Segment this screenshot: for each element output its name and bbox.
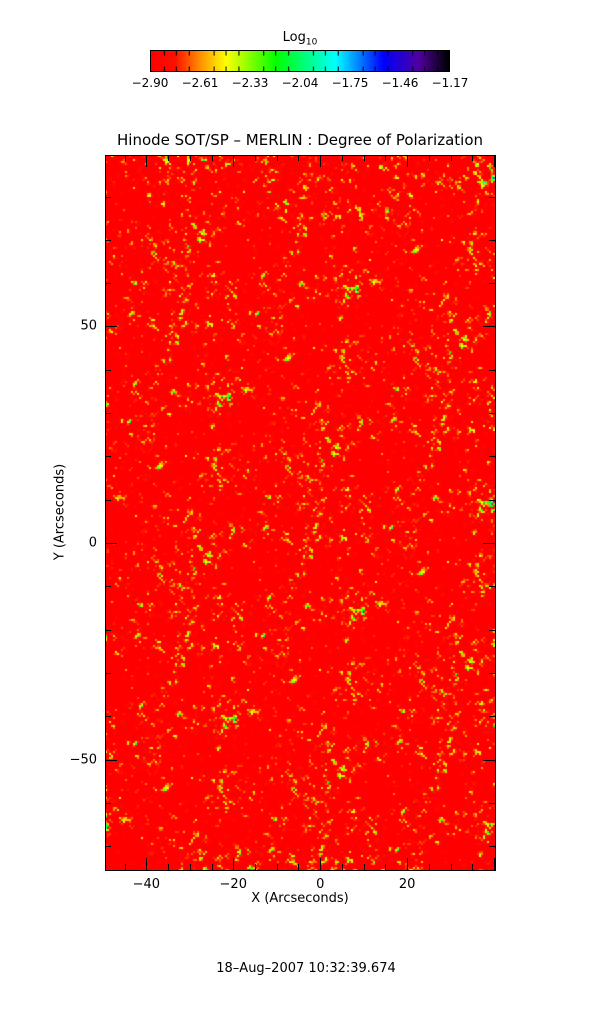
- x-tick-label: −20: [219, 877, 247, 892]
- x-tick-label: 20: [398, 877, 416, 892]
- colorbar-tick-label: −2.90: [131, 76, 169, 90]
- plot-frame: [105, 155, 496, 871]
- y-axis-label: Y (Arcseconds): [52, 463, 68, 561]
- colorbar-tick-label: −1.17: [431, 76, 469, 90]
- x-axis-label: X (Arcseconds): [251, 891, 349, 906]
- y-tick-label: −50: [69, 752, 97, 768]
- plot-border: [105, 155, 496, 871]
- colorbar-tick-label: −2.04: [281, 76, 319, 90]
- colorbar-title: Log10: [283, 30, 318, 48]
- colorbar-tick-label: −1.46: [381, 76, 419, 90]
- y-tick-label: 50: [80, 318, 97, 334]
- x-tick-label: −40: [132, 877, 161, 892]
- polarization-heatmap: [105, 155, 495, 870]
- colorbar-tick-label: −2.33: [231, 76, 269, 90]
- colorbar-tick-label: −2.61: [181, 76, 219, 90]
- y-tick-label: 0: [88, 535, 97, 551]
- colorbar-title-main: Log: [282, 30, 306, 45]
- colorbar-tick-label: −1.75: [331, 76, 369, 90]
- chart-title: Hinode SOT/SP – MERLIN : Degree of Polar…: [117, 131, 483, 149]
- colorbar-title-sub: 10: [305, 37, 318, 48]
- x-tick-label: 0: [316, 877, 325, 892]
- timestamp: 18–Aug–2007 10:32:39.674: [216, 961, 396, 976]
- colorbar: [150, 50, 450, 72]
